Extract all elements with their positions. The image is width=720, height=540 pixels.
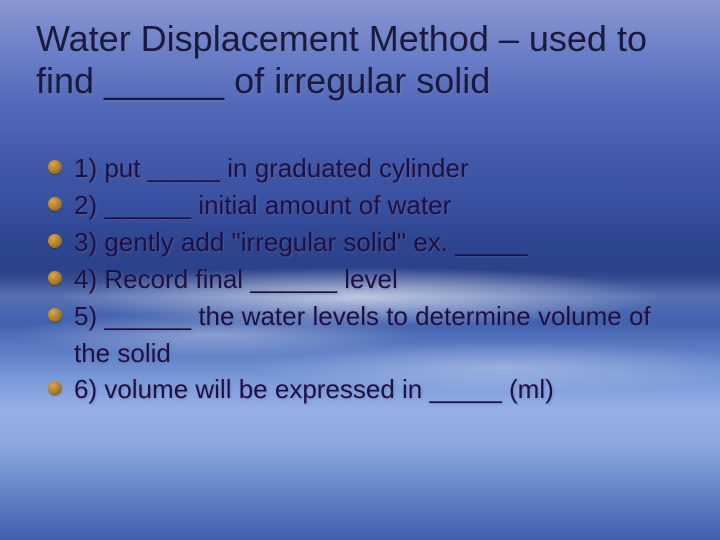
list-item: 5) ______ the water levels to determine … bbox=[44, 298, 690, 372]
list-item: 4) Record final ______ level bbox=[44, 261, 690, 298]
list-item: 3) gently add "irregular solid" ex. ____… bbox=[44, 224, 690, 261]
bullet-list: 1) put _____ in graduated cylinder 2) __… bbox=[44, 150, 690, 408]
list-item: 2) ______ initial amount of water bbox=[44, 187, 690, 224]
list-item: 1) put _____ in graduated cylinder bbox=[44, 150, 690, 187]
slide-body: 1) put _____ in graduated cylinder 2) __… bbox=[44, 150, 690, 408]
slide-title: Water Displacement Method – used to find… bbox=[36, 18, 700, 103]
list-item: 6) volume will be expressed in _____ (ml… bbox=[44, 371, 690, 408]
slide: Water Displacement Method – used to find… bbox=[0, 0, 720, 540]
